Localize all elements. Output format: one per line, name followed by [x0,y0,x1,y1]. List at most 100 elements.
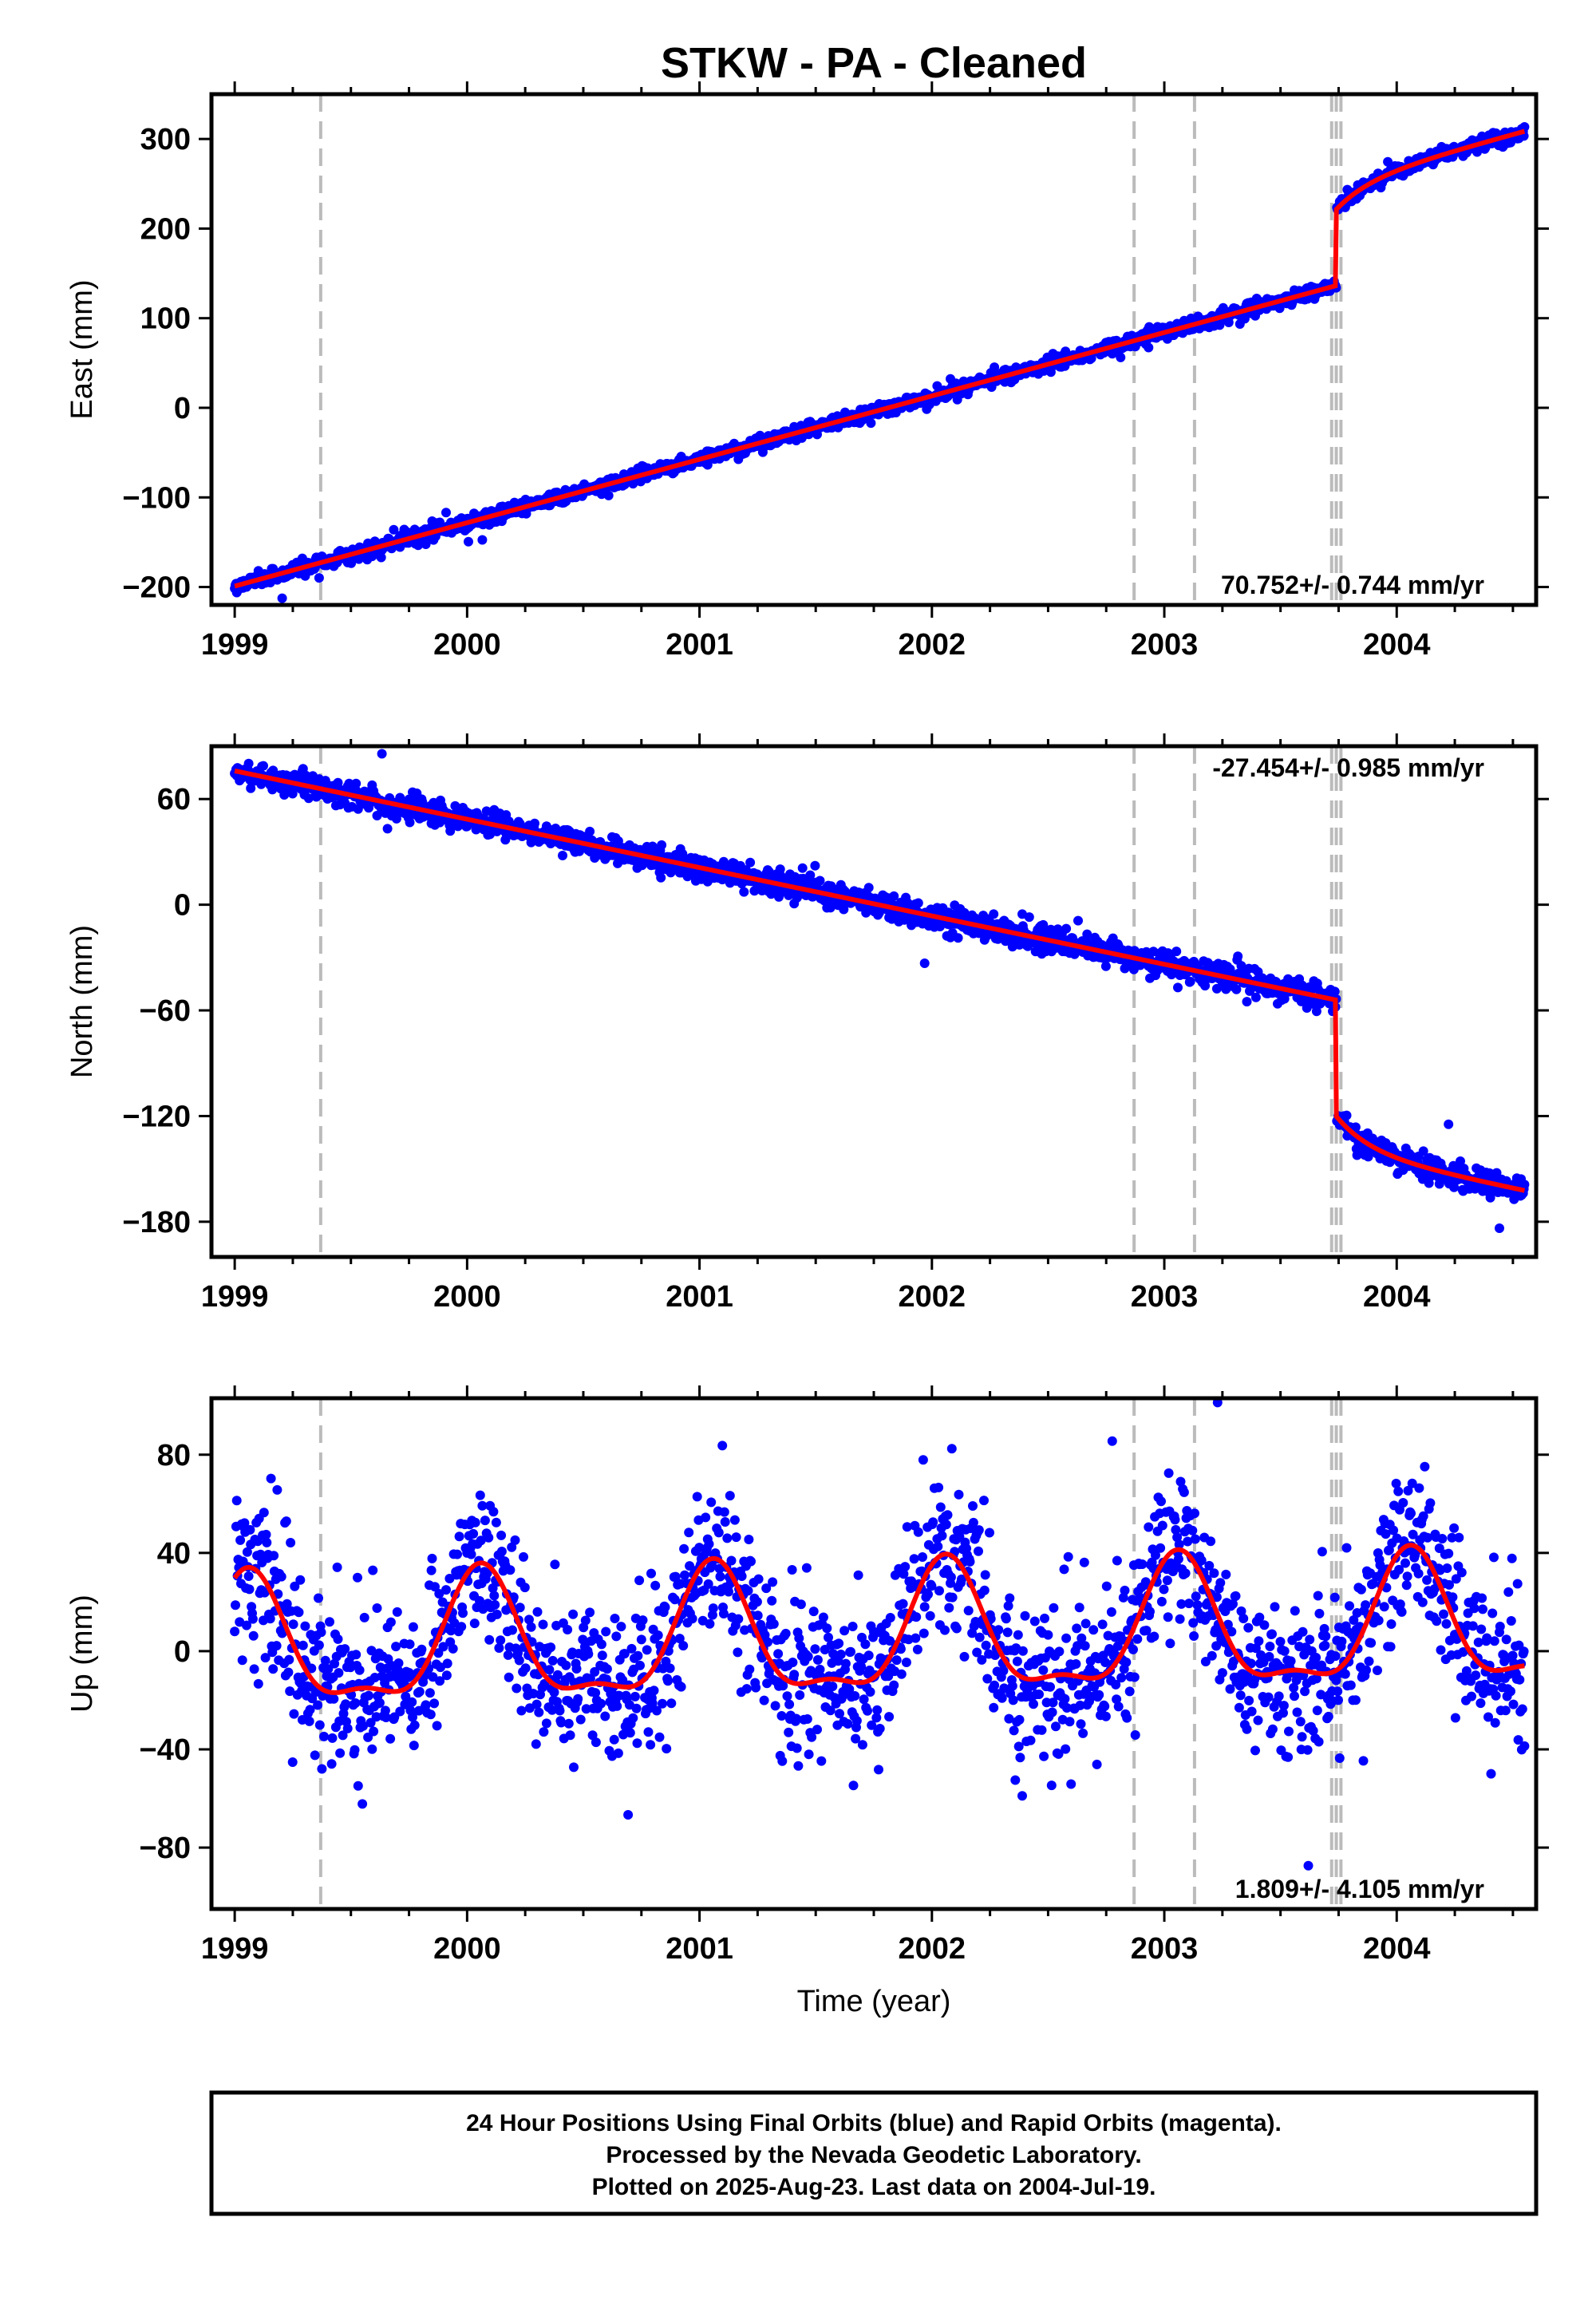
data-point [539,1727,549,1737]
data-point [959,907,970,918]
data-point [647,1698,658,1709]
data-point [609,1734,619,1745]
data-point [417,1644,427,1654]
y-tick-label: 0 [174,392,191,425]
data-point [972,1647,982,1658]
data-point [1519,122,1530,132]
data-point [392,1607,402,1617]
data-point [761,1583,772,1594]
y-axis-title: East (mm) [65,279,99,419]
data-point [613,1748,623,1758]
data-point [596,1698,606,1709]
data-point [635,1660,645,1670]
data-point [514,1655,524,1666]
data-point [968,1501,978,1511]
data-point [1311,1006,1321,1017]
data-point [549,1687,559,1697]
data-point [1350,1122,1361,1132]
data-point [1279,994,1290,1004]
data-point [405,817,415,828]
data-point [953,933,963,943]
data-point [1013,1741,1024,1752]
y-tick-label: 200 [140,212,191,246]
data-point [919,958,930,968]
data-point [338,1730,348,1741]
data-point [259,1587,270,1598]
x-tick-label: 1999 [201,628,269,662]
data-point [320,1655,330,1666]
data-point [981,1640,991,1650]
x-tick-label: 2000 [433,1280,501,1314]
data-point [874,1765,883,1775]
data-point [678,1641,689,1651]
data-point [492,1609,502,1619]
data-point [353,804,363,814]
data-point [454,1531,464,1542]
chart-title: STKW - PA - Cleaned [661,39,1087,87]
data-point [941,1520,951,1530]
data-point [933,1541,943,1551]
data-point [807,1732,817,1742]
data-point [231,1496,242,1506]
data-point [810,1644,820,1654]
x-tick-label: 2003 [1131,628,1199,662]
data-point [259,1508,269,1518]
data-point [768,1577,778,1587]
rate-label: 70.752+/- 0.744 mm/yr [1221,571,1484,599]
data-point [834,1638,844,1649]
data-point [733,1614,744,1624]
data-point [1012,1656,1022,1666]
data-point [427,1553,437,1563]
data-point [863,883,874,893]
data-point [646,1568,656,1579]
data-point [989,1702,999,1713]
data-point [815,875,825,886]
data-point [524,1614,534,1625]
data-point [367,1744,377,1754]
data-point [408,1622,418,1632]
data-point [1211,983,1222,994]
data-point [795,1690,805,1700]
y-axis-title: North (mm) [65,925,99,1078]
data-point [1116,352,1126,362]
data-point [260,1653,271,1663]
data-point [662,1744,672,1754]
data-point [351,1650,361,1660]
data-point [857,1740,867,1750]
data-point [389,524,399,535]
data-point [684,1528,694,1538]
data-point [654,1732,665,1742]
data-point [674,1634,685,1644]
data-point [568,1609,579,1619]
data-point [784,1727,794,1737]
data-point [430,1582,440,1592]
data-point [314,1720,325,1730]
data-point [720,1517,730,1527]
data-point [484,1634,495,1645]
data-point [496,1635,506,1646]
data-point [603,490,614,500]
data-point [875,1724,885,1733]
data-point [1013,1630,1023,1640]
data-point [414,1686,425,1697]
data-point [581,1704,591,1714]
data-point [630,1691,640,1701]
data-point [377,749,387,759]
data-point [718,1609,729,1618]
data-point [850,1691,860,1701]
data-point [812,1725,822,1735]
data-point [752,1597,762,1607]
data-point [846,1646,855,1657]
data-point [408,1712,417,1722]
data-point [442,1658,452,1669]
data-point [368,1565,378,1575]
data-point [1144,342,1154,353]
data-point [366,1646,377,1656]
data-point [601,1626,611,1637]
data-point [1418,1146,1428,1156]
data-point [325,1617,334,1627]
data-point [796,1599,806,1610]
data-point [1271,977,1282,987]
data-point [435,1676,445,1686]
